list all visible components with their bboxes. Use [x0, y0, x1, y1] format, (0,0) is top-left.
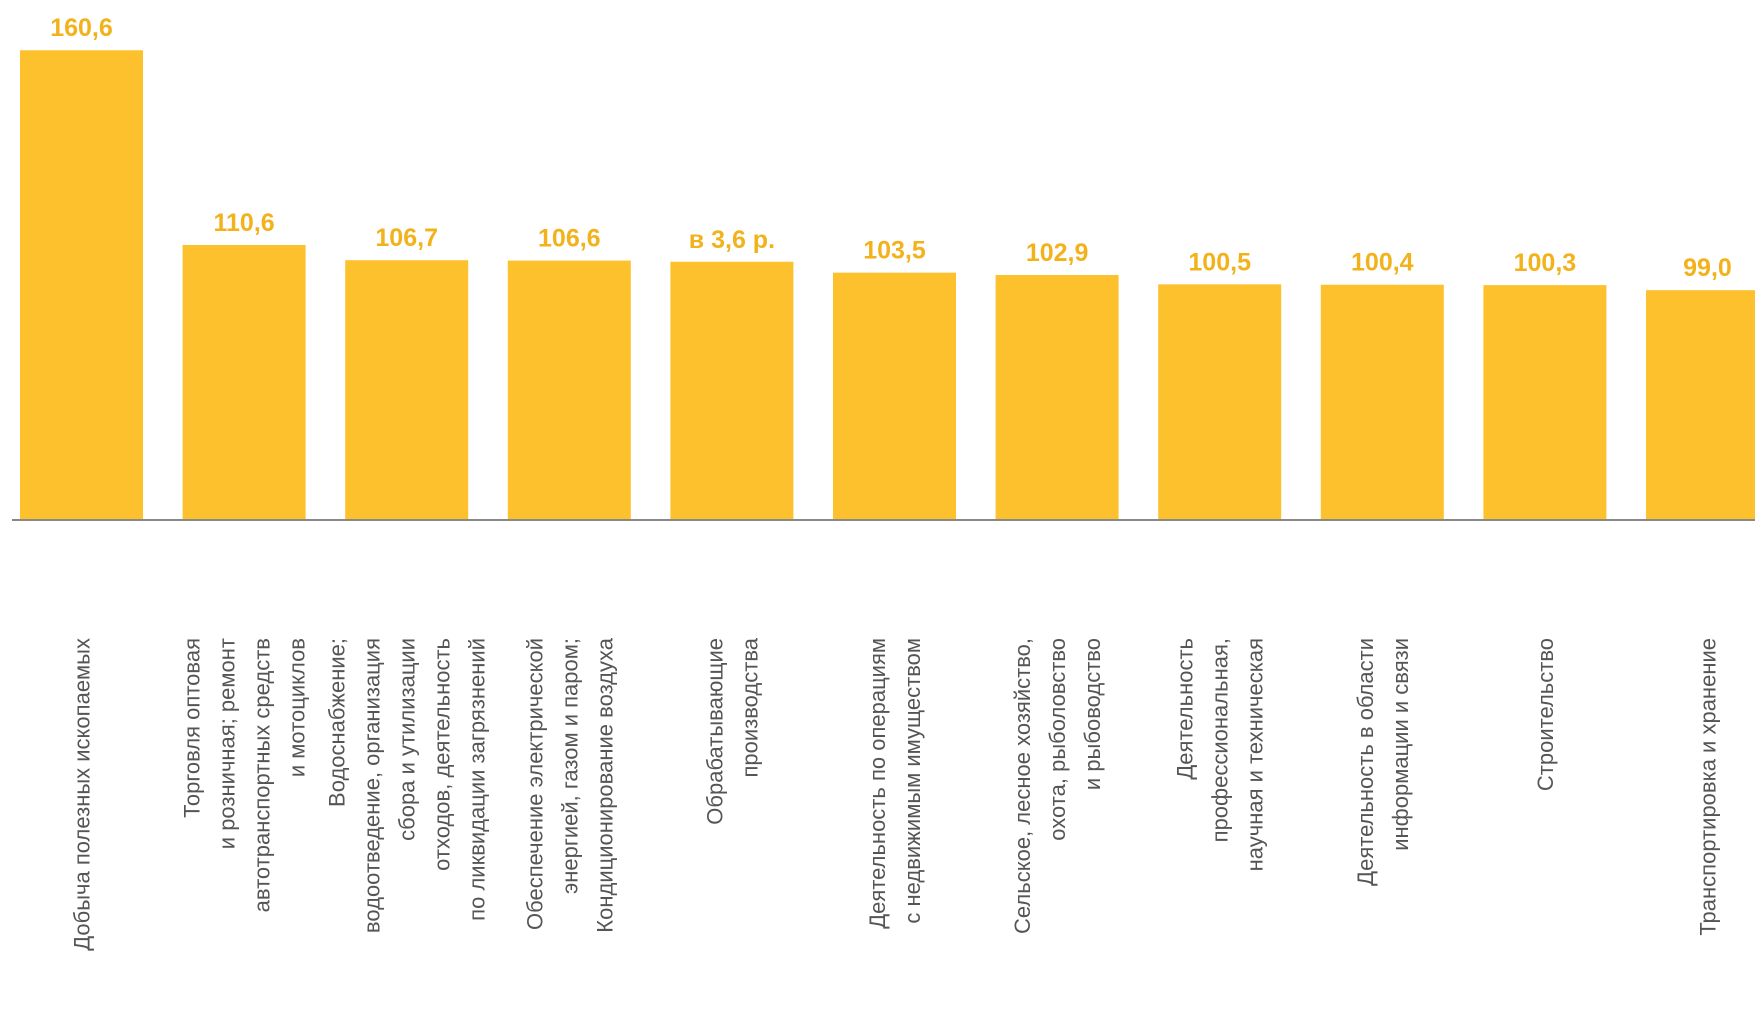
bar [996, 275, 1119, 520]
value-label: 110,6 [214, 209, 275, 237]
bar [183, 245, 306, 520]
bar [20, 50, 143, 520]
category-label: Транспортировка и хранение [1696, 638, 1721, 936]
bar [1483, 285, 1606, 520]
value-label: 106,6 [538, 225, 601, 253]
value-label: 160,6 [50, 14, 113, 42]
category-label: Водоснабжение;водоотведение, организация… [325, 638, 490, 933]
bar [1158, 284, 1281, 520]
bar [1646, 290, 1755, 520]
value-label: 100,5 [1188, 248, 1251, 276]
bar [833, 273, 956, 520]
chart: 160,6 Добыча полезных ископаемых 110,6 Торг… [0, 0, 1755, 1017]
value-label: 99,0 [1683, 254, 1732, 282]
value-label: 103,5 [863, 237, 926, 265]
category-label: Строительство [1533, 638, 1558, 791]
value-label: 100,4 [1351, 249, 1414, 277]
bar [508, 261, 631, 520]
value-label: 106,7 [375, 224, 438, 252]
page: 160,6 Добыча полезных ископаемых 110,6 Торг… [0, 0, 1755, 1017]
bar [345, 260, 468, 520]
value-label: 100,3 [1514, 249, 1577, 277]
category-label: Добыча полезных ископаемых [70, 638, 95, 951]
bar [670, 262, 793, 520]
value-label: в 3,6 р. [689, 226, 775, 254]
value-label: 102,9 [1026, 239, 1089, 267]
category-label: Сельское, лесное хозяйство,охота, рыболо… [1010, 638, 1105, 934]
bar [1321, 285, 1444, 520]
